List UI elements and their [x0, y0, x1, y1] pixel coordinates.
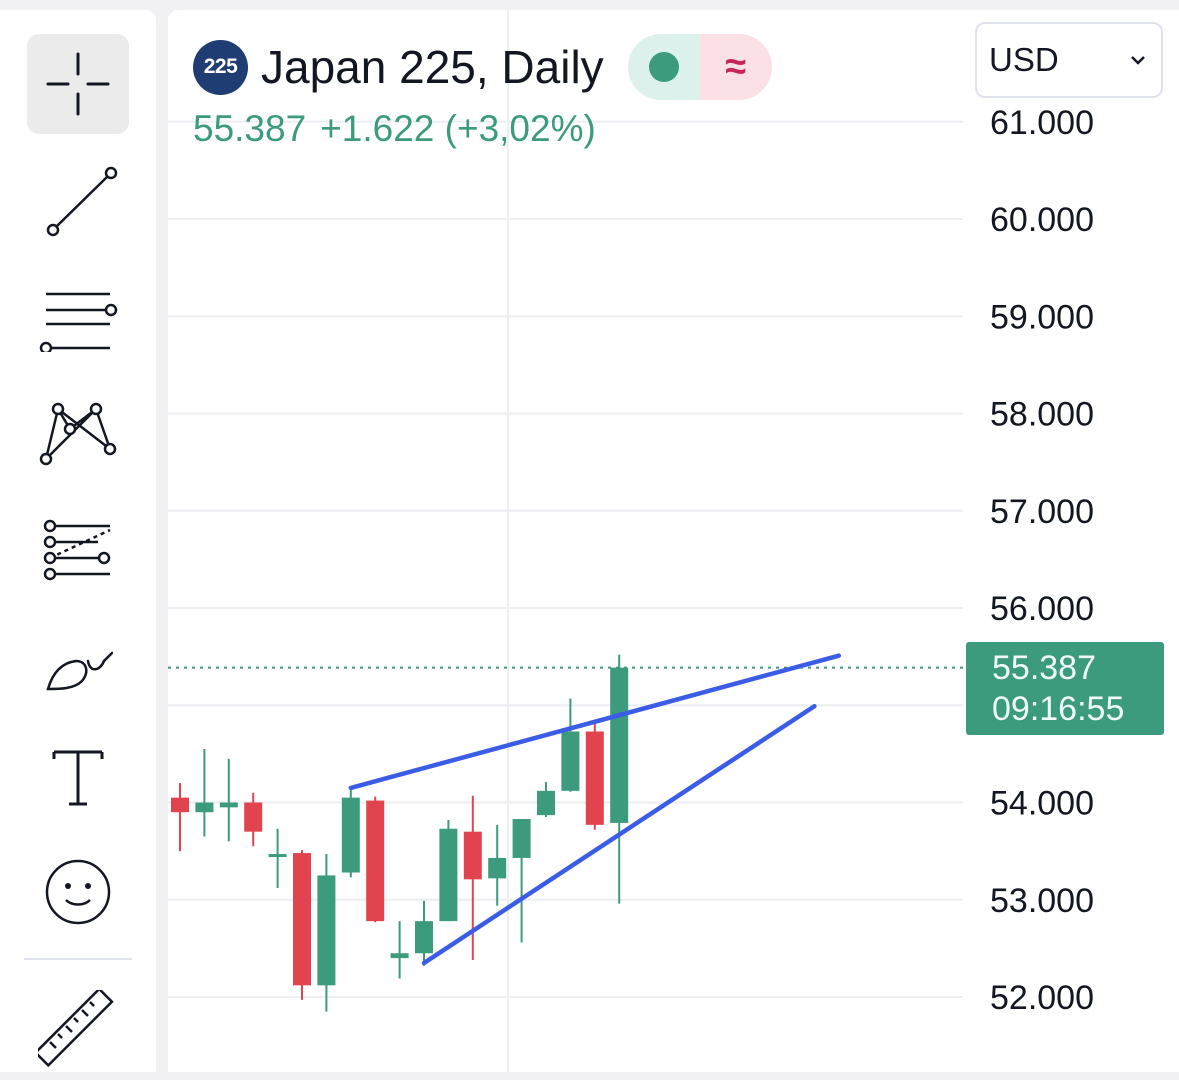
- brush-tool-button[interactable]: [27, 607, 129, 707]
- currency-select[interactable]: USD: [975, 22, 1163, 98]
- candle-body: [219, 802, 238, 808]
- toolbar-divider: [24, 958, 132, 960]
- ruler-icon: [38, 990, 114, 1068]
- fib-retracement-icon: [43, 519, 111, 581]
- candle-body: [537, 790, 555, 816]
- xabcd-pattern-icon: [39, 402, 117, 466]
- market-open-dot-icon: [648, 52, 679, 82]
- y-axis-tick-label: 59.000: [990, 298, 1094, 336]
- fib-retracement-tool-button[interactable]: [27, 492, 129, 592]
- symbol-title[interactable]: Japan 225, Daily: [261, 41, 604, 93]
- price-change-line: 55.387 +1.622 (+3,02%): [193, 108, 596, 150]
- horizontal-lines-tool-button[interactable]: [27, 262, 129, 362]
- candle-body: [512, 819, 531, 858]
- candle-body: [439, 828, 458, 922]
- candle-body: [317, 875, 336, 986]
- horizontal-lines-icon: [39, 292, 118, 352]
- chevron-down-icon: [1131, 56, 1145, 65]
- trend-line-tool-button[interactable]: [27, 149, 129, 249]
- drawing-toolbar: [0, 10, 156, 1072]
- y-axis-tick-label: 60.000: [990, 201, 1094, 239]
- candle-body: [341, 797, 360, 873]
- trendline: [421, 703, 817, 966]
- emoji-tool-button[interactable]: [27, 836, 129, 936]
- last-price-label: 55.387 09:16:55: [966, 642, 1164, 735]
- candle-body: [415, 921, 433, 954]
- candle-body: [463, 831, 482, 880]
- market-open-indicator[interactable]: [627, 34, 700, 100]
- candle-body: [585, 731, 604, 825]
- candle-body: [268, 854, 287, 858]
- delayed-data-indicator[interactable]: ≈: [699, 34, 772, 100]
- approx-icon: ≈: [725, 45, 747, 88]
- candle-body: [244, 802, 263, 832]
- candle-body: [488, 857, 507, 879]
- y-axis-tick-label: 54.000: [990, 785, 1094, 823]
- candle-body: [390, 953, 409, 959]
- price-tag-value: 55.387: [992, 649, 1096, 687]
- candlestick-chart[interactable]: 61.000 60.000 59.000 58.000 57.000 56.000 54.0…: [168, 10, 1179, 1072]
- y-axis-tick-label: 61.000: [990, 104, 1094, 142]
- crosshair-icon: [46, 52, 110, 116]
- candle-body: [610, 667, 629, 823]
- text-tool-button[interactable]: [27, 722, 129, 822]
- last-price: 55.387: [193, 108, 307, 149]
- brush-icon: [46, 651, 114, 691]
- y-axis-tick-label: 58.000: [990, 396, 1094, 434]
- candle-body: [293, 853, 311, 986]
- y-axis-tick-label: 53.000: [990, 882, 1094, 920]
- y-axis-tick-label: 57.000: [990, 493, 1094, 531]
- ruler-tool-button[interactable]: [27, 980, 129, 1080]
- crosshair-tool-button[interactable]: [27, 34, 129, 134]
- symbol-header: 225 Japan 225, Daily ≈: [193, 34, 772, 100]
- price-change: +1.622 (+3,02%): [320, 108, 596, 149]
- symbol-logo[interactable]: 225: [193, 39, 248, 95]
- y-axis-tick-label: 52.000: [990, 979, 1094, 1017]
- candle-body: [195, 802, 214, 813]
- market-status-pill[interactable]: ≈: [627, 34, 772, 100]
- pattern-tool-button[interactable]: [27, 377, 129, 477]
- trendline: [348, 653, 842, 791]
- bar-countdown: 09:16:55: [992, 690, 1125, 728]
- trend-line-icon: [46, 166, 118, 237]
- candle-body: [366, 800, 385, 922]
- text-icon: [52, 750, 104, 806]
- y-axis-tick-label: 56.000: [990, 590, 1094, 628]
- candle-body: [561, 731, 580, 791]
- smiley-icon: [45, 859, 111, 925]
- candle-body: [171, 797, 189, 813]
- currency-label: USD: [989, 41, 1059, 78]
- chart-pane[interactable]: 61.000 60.000 59.000 58.000 57.000 56.000 54.0…: [168, 10, 1179, 1072]
